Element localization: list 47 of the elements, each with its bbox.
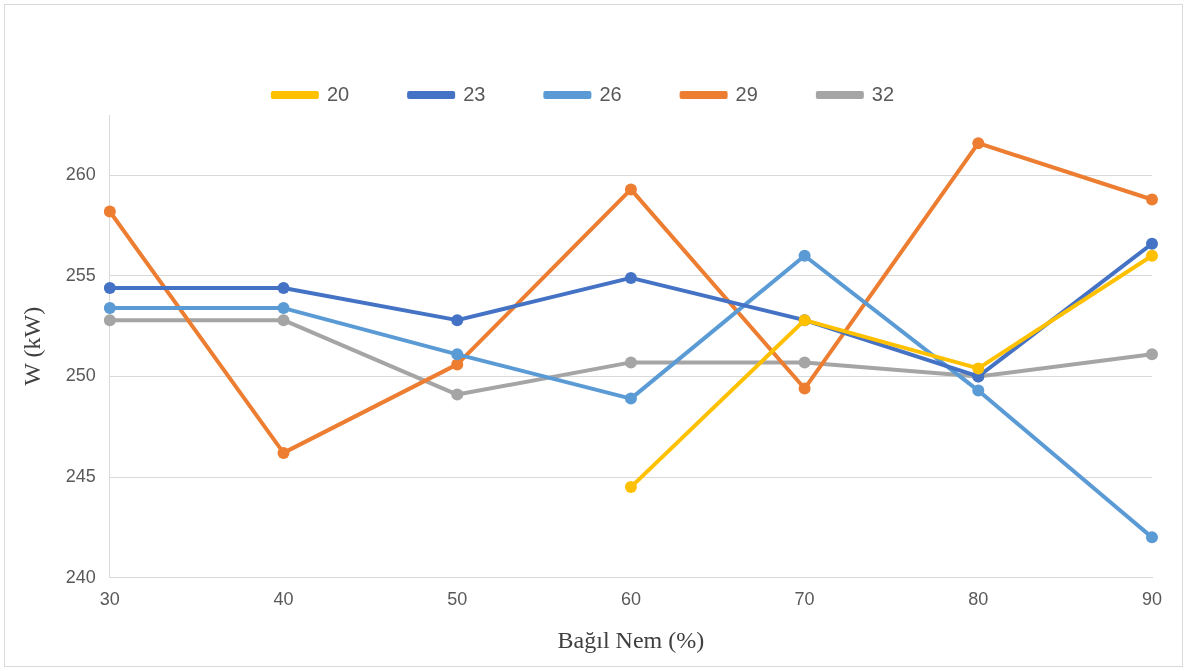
point [798,249,811,262]
point [103,281,116,294]
y-tick-label: 255 [65,264,96,285]
legend-label: 23 [463,82,486,105]
x-tick-label: 80 [968,589,989,610]
point [451,358,464,371]
y-tick-label: 250 [65,365,96,386]
x-tick-label: 90 [1141,589,1163,610]
point [1146,348,1158,361]
point [798,356,811,369]
x-axis-title: Bağıl Nem (%) [557,626,705,653]
x-tick-label: 70 [794,589,815,610]
point [624,481,637,494]
y-tick-label: 245 [65,466,96,486]
x-tick-label: 40 [273,589,294,610]
point [972,137,985,150]
legend-label: 29 [735,82,758,105]
y-tick-label: 260 [65,164,96,185]
point [1146,237,1158,250]
point [103,314,116,327]
y-axis-title: W (kW) [18,306,45,386]
y-tick-label: 240 [65,566,96,587]
point [451,388,464,401]
point [1146,193,1158,206]
point [972,362,985,375]
point [624,392,637,405]
point [277,281,290,294]
x-tick-label: 30 [99,589,120,610]
point [798,382,811,395]
legend-label: 26 [599,82,622,105]
point [277,314,290,327]
legend-label: 20 [326,82,350,105]
point [451,314,464,327]
legend-label: 32 [871,82,895,105]
point [277,446,290,459]
point [624,183,637,196]
point [451,348,464,361]
point [103,205,116,218]
point [103,302,116,315]
x-tick-label: 50 [447,589,468,610]
point [972,384,985,397]
point [277,302,290,315]
x-tick-label: 60 [620,589,641,610]
point [1146,531,1158,544]
point [1146,249,1158,262]
point [624,356,637,369]
point [624,271,637,284]
